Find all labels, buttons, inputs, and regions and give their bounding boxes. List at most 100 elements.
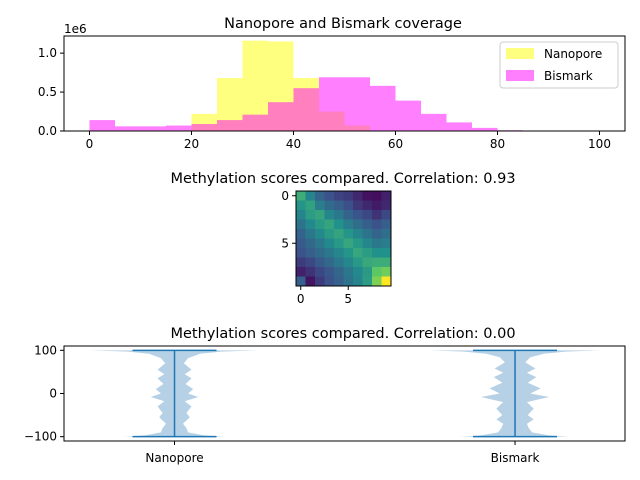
violin-chart-title: Methylation scores compared. Correlation… — [170, 326, 515, 342]
x-tick-label: 60 — [388, 137, 403, 151]
heatmap-cell — [353, 210, 363, 220]
heatmap-cell — [381, 267, 392, 277]
heatmap-cell — [334, 267, 344, 277]
heatmap-cell — [362, 219, 373, 230]
heatmap-cell — [381, 219, 392, 230]
heatmap-cell — [305, 248, 316, 258]
heatmap-axes-frame — [295, 190, 392, 287]
heatmap-cell — [334, 276, 344, 287]
heatmap-cell — [334, 219, 344, 230]
x-tick-label: 80 — [490, 137, 505, 151]
x-tick-label: 40 — [286, 137, 301, 151]
heatmap-y-tick-label: 0 — [281, 189, 289, 203]
coverage-chart-title: Nanopore and Bismark coverage — [224, 16, 462, 32]
heatmap-cell — [381, 191, 392, 201]
heatmap-cell — [343, 257, 354, 268]
heatmap-cell — [372, 200, 382, 211]
heatmap-cell — [362, 267, 373, 277]
heatmap-cell — [381, 210, 392, 220]
heatmap-cell — [315, 248, 325, 258]
heatmap-cell — [334, 191, 344, 201]
violin-ticks: Nanopore Bismark 100 0 −100 — [24, 343, 539, 465]
histogram-bar-bismark — [115, 126, 141, 131]
y-tick-label: 0.5 — [38, 85, 57, 99]
histogram-bar-bismark — [344, 77, 370, 131]
heatmap-cell — [296, 229, 306, 239]
heatmap-cell — [296, 248, 306, 258]
heatmap-cells — [296, 191, 392, 287]
methylation-violin-panel: Methylation scores compared. Correlation… — [24, 326, 626, 465]
heatmap-cell — [362, 276, 373, 287]
histogram-bar-bismark — [421, 113, 447, 131]
heatmap-cell — [353, 257, 363, 268]
heatmap-cell — [381, 238, 392, 249]
violin-bodies — [89, 349, 601, 438]
heatmap-cell — [305, 191, 316, 201]
heatmap-cell — [296, 200, 306, 211]
heatmap-cell — [334, 210, 344, 220]
heatmap-cell — [324, 276, 335, 287]
heatmap-cell — [324, 200, 335, 211]
heatmap-cell — [372, 219, 382, 230]
heatmap-cell — [343, 200, 354, 211]
heatmap-cell — [296, 276, 306, 287]
heatmap-chart-title: Methylation scores compared. Correlation… — [170, 171, 515, 187]
heatmap-cell — [381, 229, 392, 239]
heatmap-cell — [381, 248, 392, 258]
heatmap-cell — [305, 238, 316, 249]
heatmap-cell — [315, 229, 325, 239]
heatmap-cell — [324, 229, 335, 239]
heatmap-cell — [372, 191, 382, 201]
heatmap-x-tick-label: 0 — [297, 292, 305, 306]
violin-y-tick-label: 0 — [49, 387, 57, 401]
heatmap-cell — [362, 257, 373, 268]
heatmap-cell — [343, 238, 354, 249]
heatmap-cell — [315, 191, 325, 201]
heatmap-cell — [381, 200, 392, 211]
heatmap-cell — [343, 210, 354, 220]
heatmap-cell — [343, 267, 354, 277]
coverage-y-multiplier: 1e6 — [64, 22, 87, 36]
methylation-heatmap-panel: Methylation scores compared. Correlation… — [170, 171, 515, 306]
heatmap-cell — [334, 248, 344, 258]
histogram-bar-bismark — [319, 77, 345, 131]
x-tick-label: 100 — [588, 137, 611, 151]
violin-category-label: Bismark — [491, 451, 540, 465]
heatmap-cell — [305, 210, 316, 220]
coverage-legend: Nanopore Bismark — [499, 41, 619, 89]
heatmap-cell — [343, 229, 354, 239]
histogram-bar-bismark — [293, 88, 319, 131]
heatmap-ticks: 0 5 0 5 — [281, 189, 352, 306]
heatmap-cell — [305, 276, 316, 287]
heatmap-cell — [343, 248, 354, 258]
heatmap-cell — [353, 238, 363, 249]
heatmap-cell — [334, 238, 344, 249]
heatmap-cell — [381, 276, 392, 287]
heatmap-cell — [353, 191, 363, 201]
coverage-bars — [89, 40, 523, 131]
heatmap-cell — [305, 200, 316, 211]
heatmap-cell — [305, 229, 316, 239]
histogram-bar-bismark — [217, 120, 243, 131]
heatmap-cell — [296, 219, 306, 230]
histogram-bar-bismark — [242, 114, 268, 131]
heatmap-cell — [343, 276, 354, 287]
heatmap-cell — [372, 210, 382, 220]
violin-y-tick-label: 100 — [34, 343, 57, 357]
histogram-bar-bismark — [166, 125, 192, 131]
histogram-bar-bismark — [268, 102, 294, 131]
y-tick-label: 1.0 — [38, 46, 57, 60]
heatmap-cell — [315, 267, 325, 277]
heatmap-cell — [324, 267, 335, 277]
heatmap-cell — [324, 191, 335, 201]
heatmap-y-tick-label: 5 — [281, 236, 289, 250]
violin-category-label: Nanopore — [145, 451, 203, 465]
heatmap-cell — [324, 210, 335, 220]
heatmap-cell — [353, 200, 363, 211]
heatmap-cell — [362, 191, 373, 201]
heatmap-cell — [372, 229, 382, 239]
heatmap-cell — [296, 191, 306, 201]
heatmap-cell — [343, 191, 354, 201]
heatmap-cell — [353, 276, 363, 287]
